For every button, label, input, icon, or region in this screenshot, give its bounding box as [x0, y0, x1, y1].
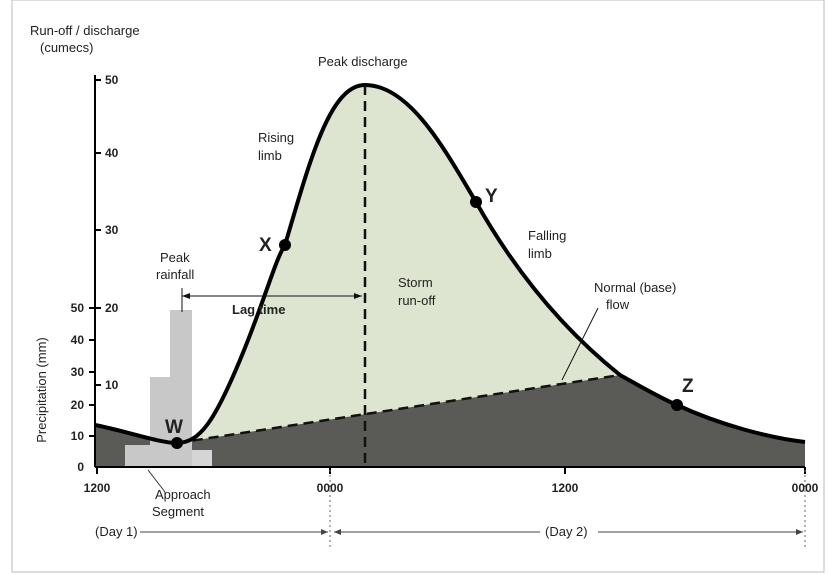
precip-tick-label: 40 — [71, 333, 85, 347]
point-label: X — [259, 235, 272, 256]
base-flow-area — [95, 375, 805, 467]
rain-bar — [150, 377, 170, 467]
storm-runoff-area — [177, 85, 620, 443]
precip-tick-label: 50 — [71, 301, 85, 315]
y-axis-title: (cumecs) — [40, 40, 93, 55]
label: Approach — [155, 487, 211, 502]
base-flow-line — [176, 373, 621, 445]
base-flow-pointer — [561, 307, 599, 381]
precip-tick-label: 10 — [71, 429, 85, 443]
label: rainfall — [156, 267, 194, 282]
ticks — [89, 79, 806, 474]
points — [171, 196, 683, 449]
rain-bar — [125, 445, 150, 467]
label: Normal (base) — [594, 280, 676, 295]
point-label: Y — [485, 186, 498, 207]
label: Segment — [152, 504, 204, 519]
y-axis-title: Run-off / discharge — [30, 23, 140, 38]
x-tick-label: 1200 — [552, 481, 579, 495]
point-label: W — [165, 417, 183, 438]
precip-axis-title: Precipitation (mm) — [34, 337, 49, 442]
y-tick-label: 10 — [105, 378, 119, 392]
day-label: (Day 1) — [95, 524, 138, 539]
precip-tick-label: 20 — [71, 398, 85, 412]
rain-bar — [170, 310, 192, 467]
y-tick-label: 50 — [105, 73, 119, 87]
x-tick-label: 0000 — [317, 481, 344, 495]
approach-pointer — [147, 469, 166, 493]
y-tick-label: 20 — [105, 301, 119, 315]
label: limb — [528, 246, 552, 261]
label: Storm — [398, 275, 433, 290]
x-tick-label: 1200 — [84, 481, 111, 495]
label: Rising — [258, 130, 294, 145]
label: run-off — [398, 293, 436, 308]
hydrograph-curve — [94, 82, 806, 446]
label: flow — [606, 297, 630, 312]
precip-tick-label: 0 — [77, 460, 84, 474]
x-tick-label: 0000 — [792, 481, 819, 495]
label: limb — [258, 148, 282, 163]
rain-bar — [192, 450, 212, 467]
y-tick-label: 40 — [105, 146, 119, 160]
y-tick-label: 30 — [105, 223, 119, 237]
label: Lag time — [232, 302, 285, 317]
point-label: Z — [682, 376, 694, 397]
day-label: (Day 2) — [545, 524, 588, 539]
precip-tick-label: 30 — [71, 365, 85, 379]
label: Peak discharge — [318, 54, 408, 69]
label: Peak — [160, 250, 190, 265]
label: Falling — [528, 228, 566, 243]
